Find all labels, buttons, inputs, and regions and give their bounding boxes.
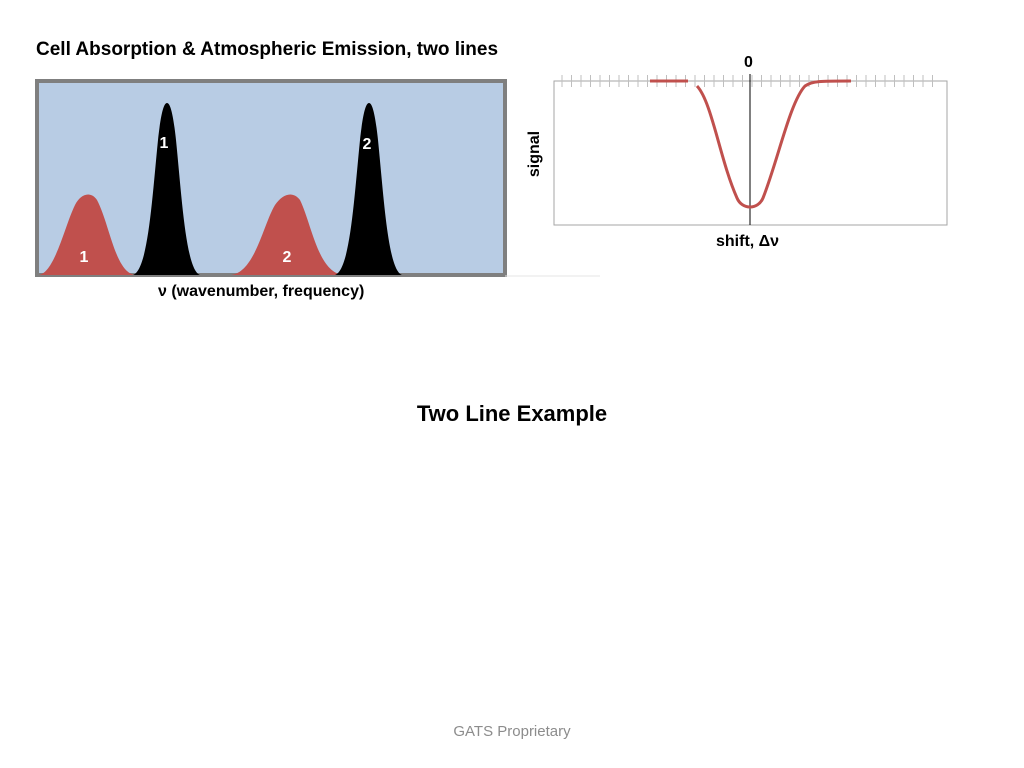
absorption-label-2: 2: [283, 249, 292, 266]
slide-center-title: Two Line Example: [416, 401, 608, 426]
zero-shift-label: 0: [744, 54, 753, 71]
left-spectrum-diagram: 1 2 1 2: [35, 79, 600, 277]
correlation-curve: [650, 79, 852, 209]
emission-line-1: [133, 103, 200, 275]
footer-text: GATS Proprietary: [453, 723, 571, 740]
signal-axis-label: signal: [526, 130, 543, 178]
emission-line-2: [335, 103, 402, 275]
shift-axis-label: shift, Δν: [716, 233, 780, 250]
absorption-line-1: [39, 194, 135, 275]
absorption-label-1: 1: [80, 249, 89, 266]
emission-label-1: 1: [160, 135, 169, 152]
absorption-line-2: [231, 194, 343, 275]
right-correlation-diagram: [553, 74, 948, 226]
left-diagram-title: Cell Absorption & Atmospheric Emission, …: [36, 39, 499, 60]
emission-label-2: 2: [363, 136, 372, 153]
left-x-axis-label: ν (wavenumber, frequency): [158, 283, 365, 300]
